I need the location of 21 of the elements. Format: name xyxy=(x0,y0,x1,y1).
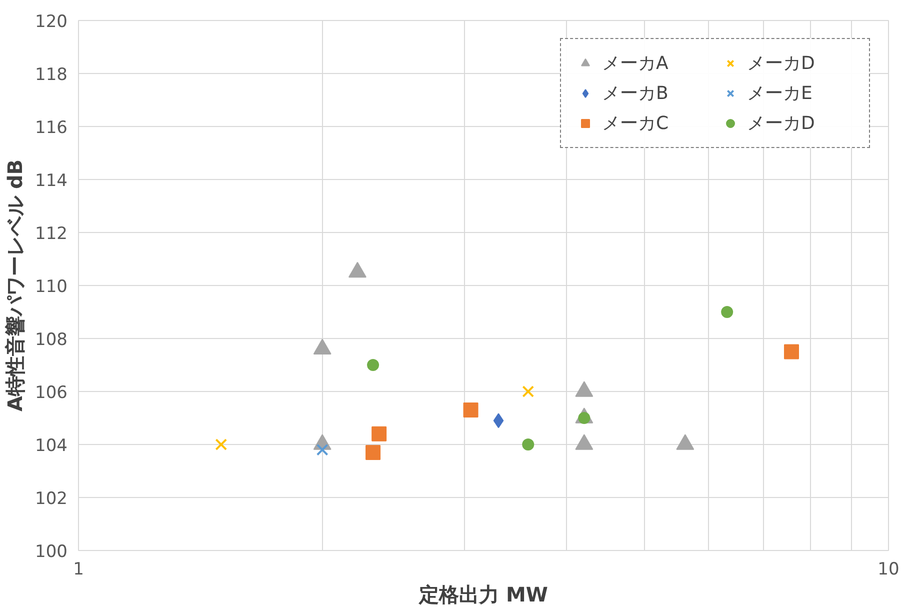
y-tick-label: 104 xyxy=(35,436,68,456)
x-tick-label: 10 xyxy=(878,560,900,580)
legend-label: メーカA xyxy=(602,52,670,75)
legend-label: メーカB xyxy=(602,82,670,105)
y-tick-label: 118 xyxy=(35,65,68,85)
legend-label: メーカE xyxy=(747,82,814,105)
legend-label: メーカD xyxy=(747,112,816,135)
y-tick-label: 108 xyxy=(35,330,68,350)
y-tick-label: 114 xyxy=(35,171,68,191)
y-tick-label: 106 xyxy=(35,383,68,403)
y-tick-label: 110 xyxy=(35,277,68,297)
y-tick-label: 112 xyxy=(35,224,68,244)
legend-label: メーカC xyxy=(602,112,670,135)
x-axis-title: 定格出力 MW xyxy=(418,582,548,606)
y-tick-label: 102 xyxy=(35,489,68,509)
x-tick-label: 1 xyxy=(73,560,84,580)
y-tick-label: 100 xyxy=(35,542,68,562)
y-tick-label: 120 xyxy=(35,12,68,32)
legend-label: メーカD xyxy=(747,52,816,75)
y-tick-label: 116 xyxy=(35,118,68,138)
y-axis-title: A特性音響パワーレベル dB xyxy=(3,159,28,412)
